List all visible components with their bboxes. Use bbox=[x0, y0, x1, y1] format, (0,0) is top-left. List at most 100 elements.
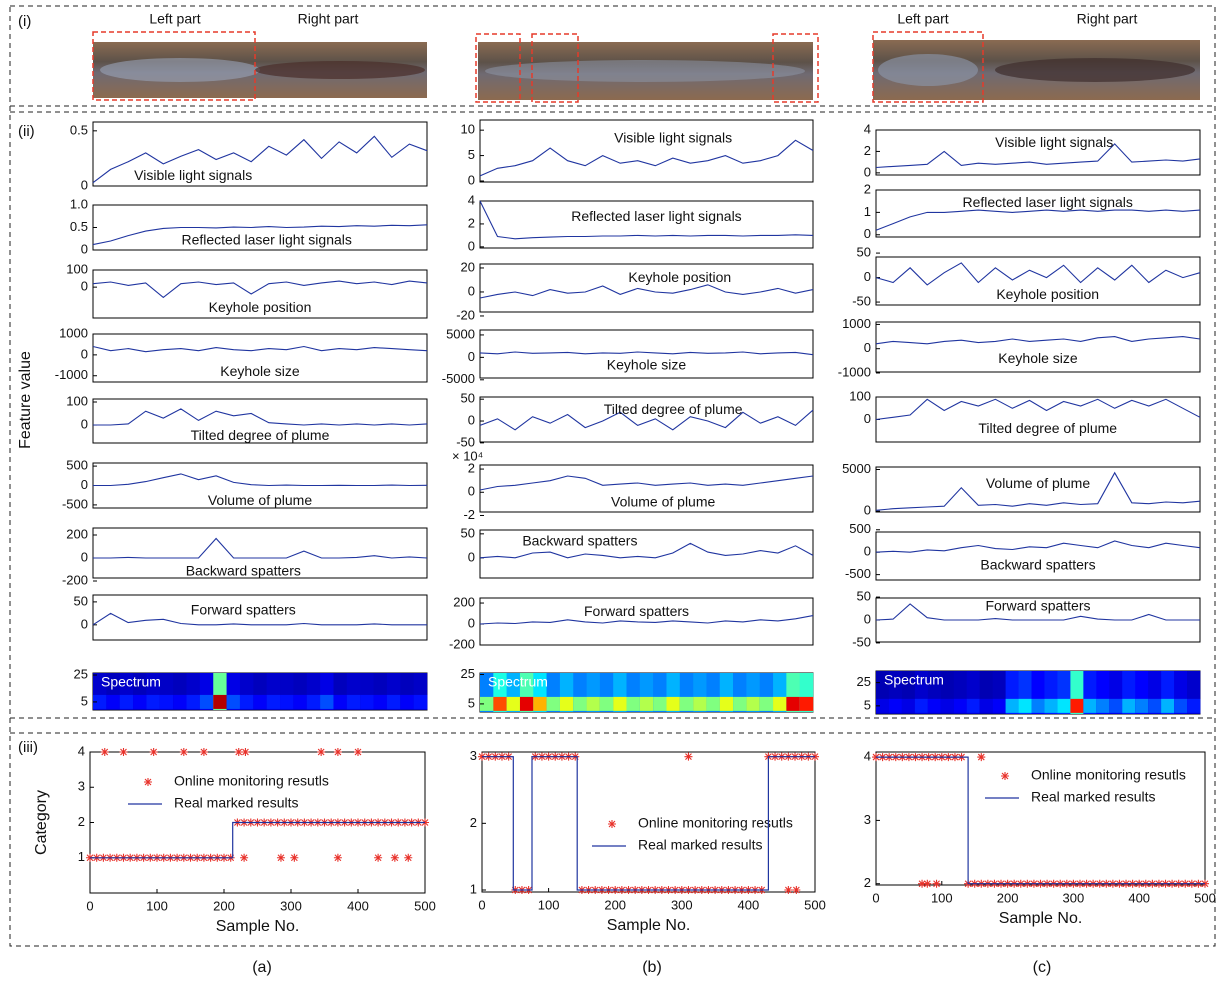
panel-title: Reflected laser light signals bbox=[181, 232, 351, 248]
panel-title: Tilted degree of plume bbox=[978, 420, 1117, 436]
heatmap-band bbox=[253, 695, 267, 709]
y-tick-label: 50 bbox=[74, 593, 88, 608]
heatmap-band bbox=[347, 695, 361, 709]
x-tick-label: 300 bbox=[1063, 890, 1085, 905]
y-tick-label: 5000 bbox=[842, 461, 871, 476]
legend-symbol bbox=[1001, 772, 1009, 780]
heatmap-title: Spectrum bbox=[488, 674, 548, 690]
x-tick-label: 100 bbox=[931, 890, 953, 905]
heatmap-band bbox=[133, 695, 147, 709]
photo-label: Left part bbox=[897, 11, 948, 27]
heatmap-band bbox=[1032, 699, 1045, 713]
x-tick-label: 100 bbox=[146, 898, 168, 913]
heatmap-band bbox=[333, 695, 347, 709]
x-tick-label: 400 bbox=[1128, 890, 1150, 905]
heatmap-band bbox=[1006, 699, 1019, 713]
heatmap-band bbox=[213, 695, 227, 709]
panel-title: Forward spatters bbox=[985, 598, 1090, 614]
heatmap-band bbox=[293, 695, 307, 709]
y-tick-label: 1 bbox=[864, 204, 871, 219]
heatmap-band bbox=[307, 695, 321, 709]
heatmap-band bbox=[160, 695, 174, 709]
heatmap-band bbox=[200, 695, 214, 709]
heatmap-band bbox=[533, 697, 547, 711]
heatmap-band bbox=[1070, 699, 1083, 713]
heatmap-band bbox=[889, 699, 902, 713]
heatmap-band bbox=[1019, 699, 1032, 713]
heatmap-band bbox=[320, 695, 334, 709]
heatmap-band bbox=[1187, 699, 1200, 713]
monitor-point bbox=[684, 753, 692, 761]
y-tick-label: 4 bbox=[468, 192, 475, 207]
y-tick-label: 1000 bbox=[842, 316, 871, 331]
y-tick-label: -500 bbox=[845, 566, 871, 581]
monitor-point bbox=[784, 886, 792, 894]
y-tick-label: 5 bbox=[468, 147, 475, 162]
heatmap-band bbox=[374, 695, 388, 709]
monitor-point bbox=[240, 854, 248, 862]
x-tick-label: 200 bbox=[604, 897, 626, 912]
y-tick-label: 0 bbox=[468, 349, 475, 364]
y-tick-label: -50 bbox=[852, 293, 871, 308]
y-tick-label: 0 bbox=[468, 172, 475, 187]
panel-title: Visible light signals bbox=[614, 129, 732, 145]
y-tick-label: 0 bbox=[468, 238, 475, 253]
heatmap-band bbox=[1161, 699, 1174, 713]
y-tick-label: 100 bbox=[66, 393, 88, 408]
weld-bead bbox=[255, 61, 425, 79]
y-tick-label: 2 bbox=[468, 215, 475, 230]
y-tick-label: -1000 bbox=[55, 367, 88, 382]
y-tick-label: 4 bbox=[864, 749, 871, 764]
y-tick-label: 2 bbox=[470, 815, 477, 830]
panel-title: Forward spatters bbox=[584, 603, 689, 619]
monitor-point bbox=[277, 854, 285, 862]
heatmap-band bbox=[573, 697, 587, 711]
x-tick-label: 200 bbox=[997, 890, 1019, 905]
heatmap-band bbox=[720, 697, 734, 711]
y-tick-label: 0 bbox=[864, 226, 871, 241]
x-tick-label: 500 bbox=[414, 898, 436, 913]
section-label: (iii) bbox=[18, 739, 38, 756]
heatmap-band bbox=[1135, 699, 1148, 713]
heatmap-band bbox=[120, 695, 134, 709]
monitor-point bbox=[933, 880, 941, 888]
y-tick-label: 4 bbox=[864, 121, 871, 136]
y-tick-label: -50 bbox=[456, 434, 475, 449]
y-tick-label: 3 bbox=[470, 748, 477, 763]
heatmap-band bbox=[746, 697, 760, 711]
y-tick-label: 4 bbox=[78, 743, 85, 758]
heatmap-band bbox=[613, 697, 627, 711]
heatmap-band bbox=[706, 697, 720, 711]
heatmap-band bbox=[187, 695, 201, 709]
monitor-point bbox=[977, 753, 985, 761]
heatmap-band bbox=[146, 695, 160, 709]
monitor-point bbox=[374, 854, 382, 862]
monitor-point bbox=[120, 748, 128, 756]
y-tick-label: 25 bbox=[74, 666, 88, 681]
heatmap-band bbox=[1083, 699, 1096, 713]
y-tick-label: 50 bbox=[461, 525, 475, 540]
heatmap-band bbox=[240, 695, 254, 709]
y-tick-label: -200 bbox=[449, 636, 475, 651]
heatmap-band bbox=[733, 697, 747, 711]
column-label: (c) bbox=[1033, 959, 1052, 976]
heatmap-band bbox=[414, 695, 428, 709]
y-tick-label: 25 bbox=[857, 674, 871, 689]
x-tick-label: 100 bbox=[538, 897, 560, 912]
monitor-point bbox=[923, 880, 931, 888]
monitor-point bbox=[334, 748, 342, 756]
y-tick-label: 200 bbox=[453, 594, 475, 609]
heatmap-band bbox=[106, 695, 120, 709]
heatmap-band bbox=[928, 699, 941, 713]
panel-title: Keyhole position bbox=[209, 299, 312, 315]
heatmap-band bbox=[1057, 699, 1070, 713]
y-tick-label: 0 bbox=[81, 177, 88, 192]
y-tick-label: 5 bbox=[864, 697, 871, 712]
heatmap-band bbox=[560, 697, 574, 711]
x-tick-label: 0 bbox=[86, 898, 93, 913]
heatmap-band bbox=[360, 695, 374, 709]
heatmap-band bbox=[773, 697, 787, 711]
y-tick-label: 50 bbox=[857, 589, 871, 604]
heatmap-band bbox=[520, 697, 534, 711]
weld-photos bbox=[93, 32, 1200, 102]
